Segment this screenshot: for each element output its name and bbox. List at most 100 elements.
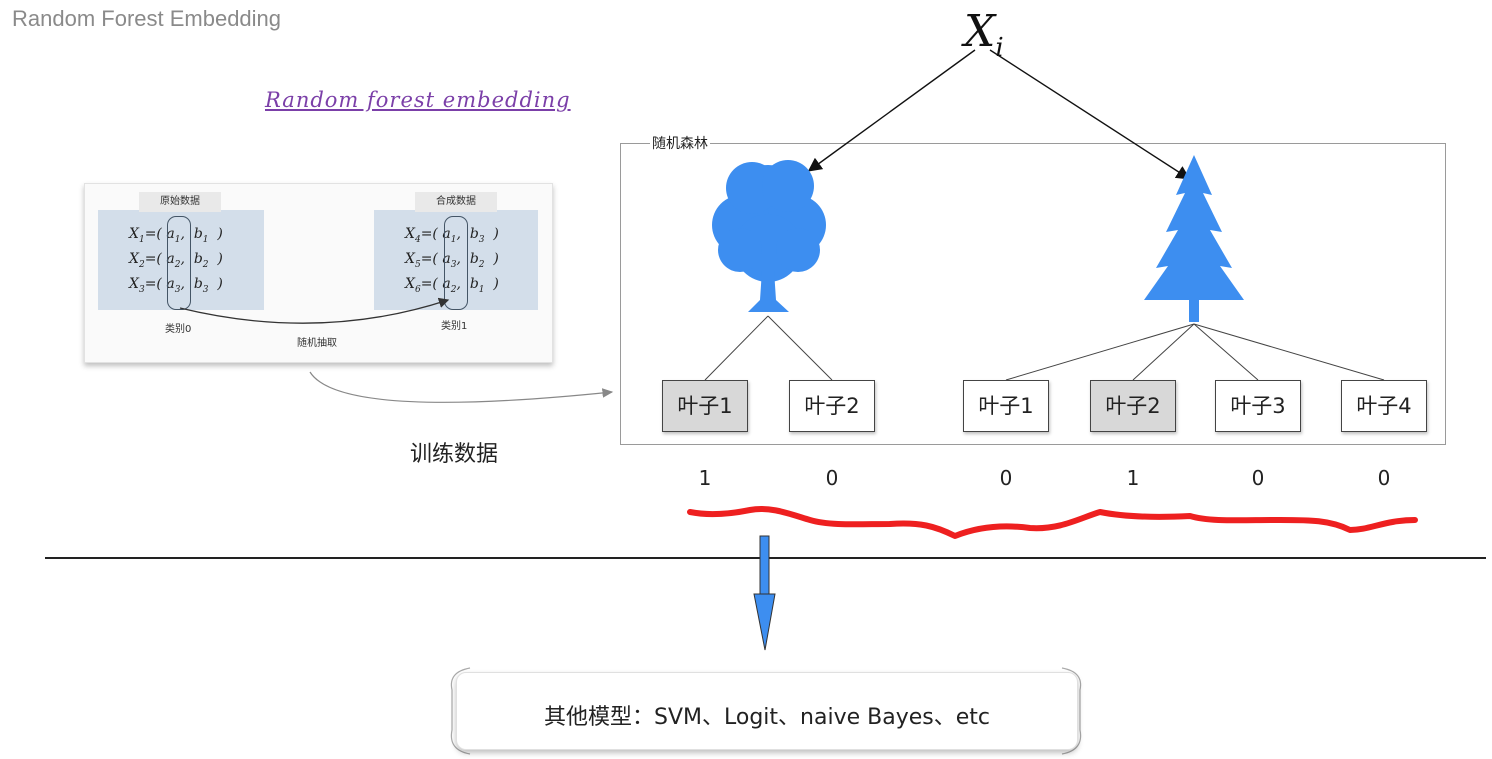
synthetic-b-sub: 1 (478, 284, 485, 295)
original-b-sub: 2 (202, 259, 209, 270)
original-a-sub: 1 (174, 234, 181, 245)
leaf-node: 叶子2 (1090, 380, 1176, 432)
original-eq: =( (144, 276, 167, 292)
synthetic-close: ) (484, 276, 499, 292)
synthetic-x-sub: 4 (414, 234, 421, 245)
synthetic-x-name: X (405, 226, 415, 242)
synthetic-row: X6=( a2, b1 ) (405, 276, 499, 295)
diagram-heading: Random forest embedding (265, 88, 571, 112)
original-a-name: a (166, 226, 175, 242)
original-x-name: X (129, 251, 139, 267)
original-eq: =( (144, 226, 167, 242)
original-x-name: X (129, 276, 139, 292)
original-data-label: 原始数据 (139, 192, 221, 212)
branch-leaf-3 (1005, 323, 1195, 381)
synthetic-b-sub: 2 (478, 259, 485, 270)
synthetic-b-name: b (469, 226, 479, 242)
synthetic-data-panel (374, 210, 538, 310)
models-bracket-left (450, 667, 471, 755)
synthetic-sep: , (456, 276, 470, 292)
synthetic-a-name: a (442, 226, 451, 242)
branch-leaf-1 (704, 315, 769, 381)
original-a-name: a (166, 251, 175, 267)
original-x-sub: 1 (138, 234, 145, 245)
synthetic-row: X4=( a1, b3 ) (405, 226, 499, 245)
deciduous-tree-icon (712, 160, 826, 312)
original-a-name: a (166, 276, 175, 292)
leaf-node: 叶子3 (1215, 380, 1301, 432)
sampling-arrow (179, 297, 450, 324)
original-row: X3=( a3, b3 ) (129, 276, 223, 295)
sampling-label: 随机抽取 (297, 338, 337, 349)
original-row: X2=( a2, b2 ) (129, 251, 223, 270)
original-sep: , (180, 226, 194, 242)
other-models-box: 其他模型：SVM、Logit、naive Bayes、etc (456, 672, 1078, 750)
synthetic-close: ) (484, 251, 499, 267)
page-title: Random Forest Embedding (12, 6, 282, 31)
synthetic-column-highlight (444, 216, 468, 310)
original-x-name: X (129, 226, 139, 242)
arrow-to-tree-1 (807, 49, 976, 172)
original-close: ) (208, 251, 223, 267)
original-b-sub: 1 (202, 234, 209, 245)
synthetic-x-name: X (405, 251, 415, 267)
leaf-value: 0 (1377, 466, 1391, 490)
branch-leaf-2 (767, 315, 833, 381)
original-sep: , (180, 251, 194, 267)
original-close: ) (208, 276, 223, 292)
original-x-sub: 2 (138, 259, 145, 270)
leaf-value: 1 (698, 466, 712, 490)
forest-label: 随机森林 (650, 133, 710, 153)
original-close: ) (208, 226, 223, 242)
branch-leaf-4 (1132, 323, 1195, 381)
synthetic-eq: =( (420, 276, 443, 292)
original-a-sub: 3 (174, 284, 181, 295)
down-arrow-icon (753, 535, 776, 651)
synthetic-sep: , (456, 251, 470, 267)
leaf-node: 叶子1 (963, 380, 1049, 432)
original-b-name: b (193, 226, 203, 242)
synthetic-a-sub: 3 (450, 259, 457, 270)
synthetic-sep: , (456, 226, 470, 242)
training-data-label: 训练数据 (410, 442, 499, 467)
leaf-node: 叶子4 (1341, 380, 1427, 432)
original-x-sub: 3 (138, 284, 145, 295)
leaf-node: 叶子2 (789, 380, 875, 432)
synthetic-row: X5=( a3, b2 ) (405, 251, 499, 270)
synthetic-close: ) (484, 226, 499, 242)
leaf-value: 0 (825, 466, 839, 490)
input-sample-label: Xi (964, 6, 1004, 63)
data-card: 原始数据 合成数据 X1=( a1, b1 ) X2=( a2, b2 ) X3=(… (84, 183, 553, 363)
models-bracket-right (1061, 667, 1082, 755)
branch-leaf-5 (1193, 323, 1259, 381)
synthetic-b-name: b (469, 276, 479, 292)
synthetic-eq: =( (420, 251, 443, 267)
original-a-sub: 2 (174, 259, 181, 270)
leaf-value: 0 (1251, 466, 1265, 490)
leaf-value: 1 (1126, 466, 1140, 490)
synthetic-a-name: a (442, 251, 451, 267)
original-row: X1=( a1, b1 ) (129, 226, 223, 245)
branch-leaf-6 (1193, 323, 1385, 381)
synthetic-eq: =( (420, 226, 443, 242)
synthetic-b-name: b (469, 251, 479, 267)
red-highlight-stroke (687, 506, 1418, 539)
original-column-highlight (167, 216, 191, 310)
synthetic-a-sub: 2 (450, 284, 457, 295)
synthetic-b-sub: 3 (478, 234, 485, 245)
synthetic-x-sub: 6 (414, 284, 421, 295)
original-b-name: b (193, 276, 203, 292)
synthetic-a-sub: 1 (450, 234, 457, 245)
leaf-value: 0 (999, 466, 1013, 490)
original-b-sub: 3 (202, 284, 209, 295)
forest-box (620, 143, 1446, 445)
synthetic-data-label: 合成数据 (415, 192, 497, 212)
arrow-to-tree-2 (989, 49, 1191, 180)
leaf-node: 叶子1 (662, 380, 748, 432)
original-eq: =( (144, 251, 167, 267)
original-sep: , (180, 276, 194, 292)
synthetic-a-name: a (442, 276, 451, 292)
training-arrow (309, 371, 614, 403)
class0-label: 类别0 (165, 324, 192, 335)
